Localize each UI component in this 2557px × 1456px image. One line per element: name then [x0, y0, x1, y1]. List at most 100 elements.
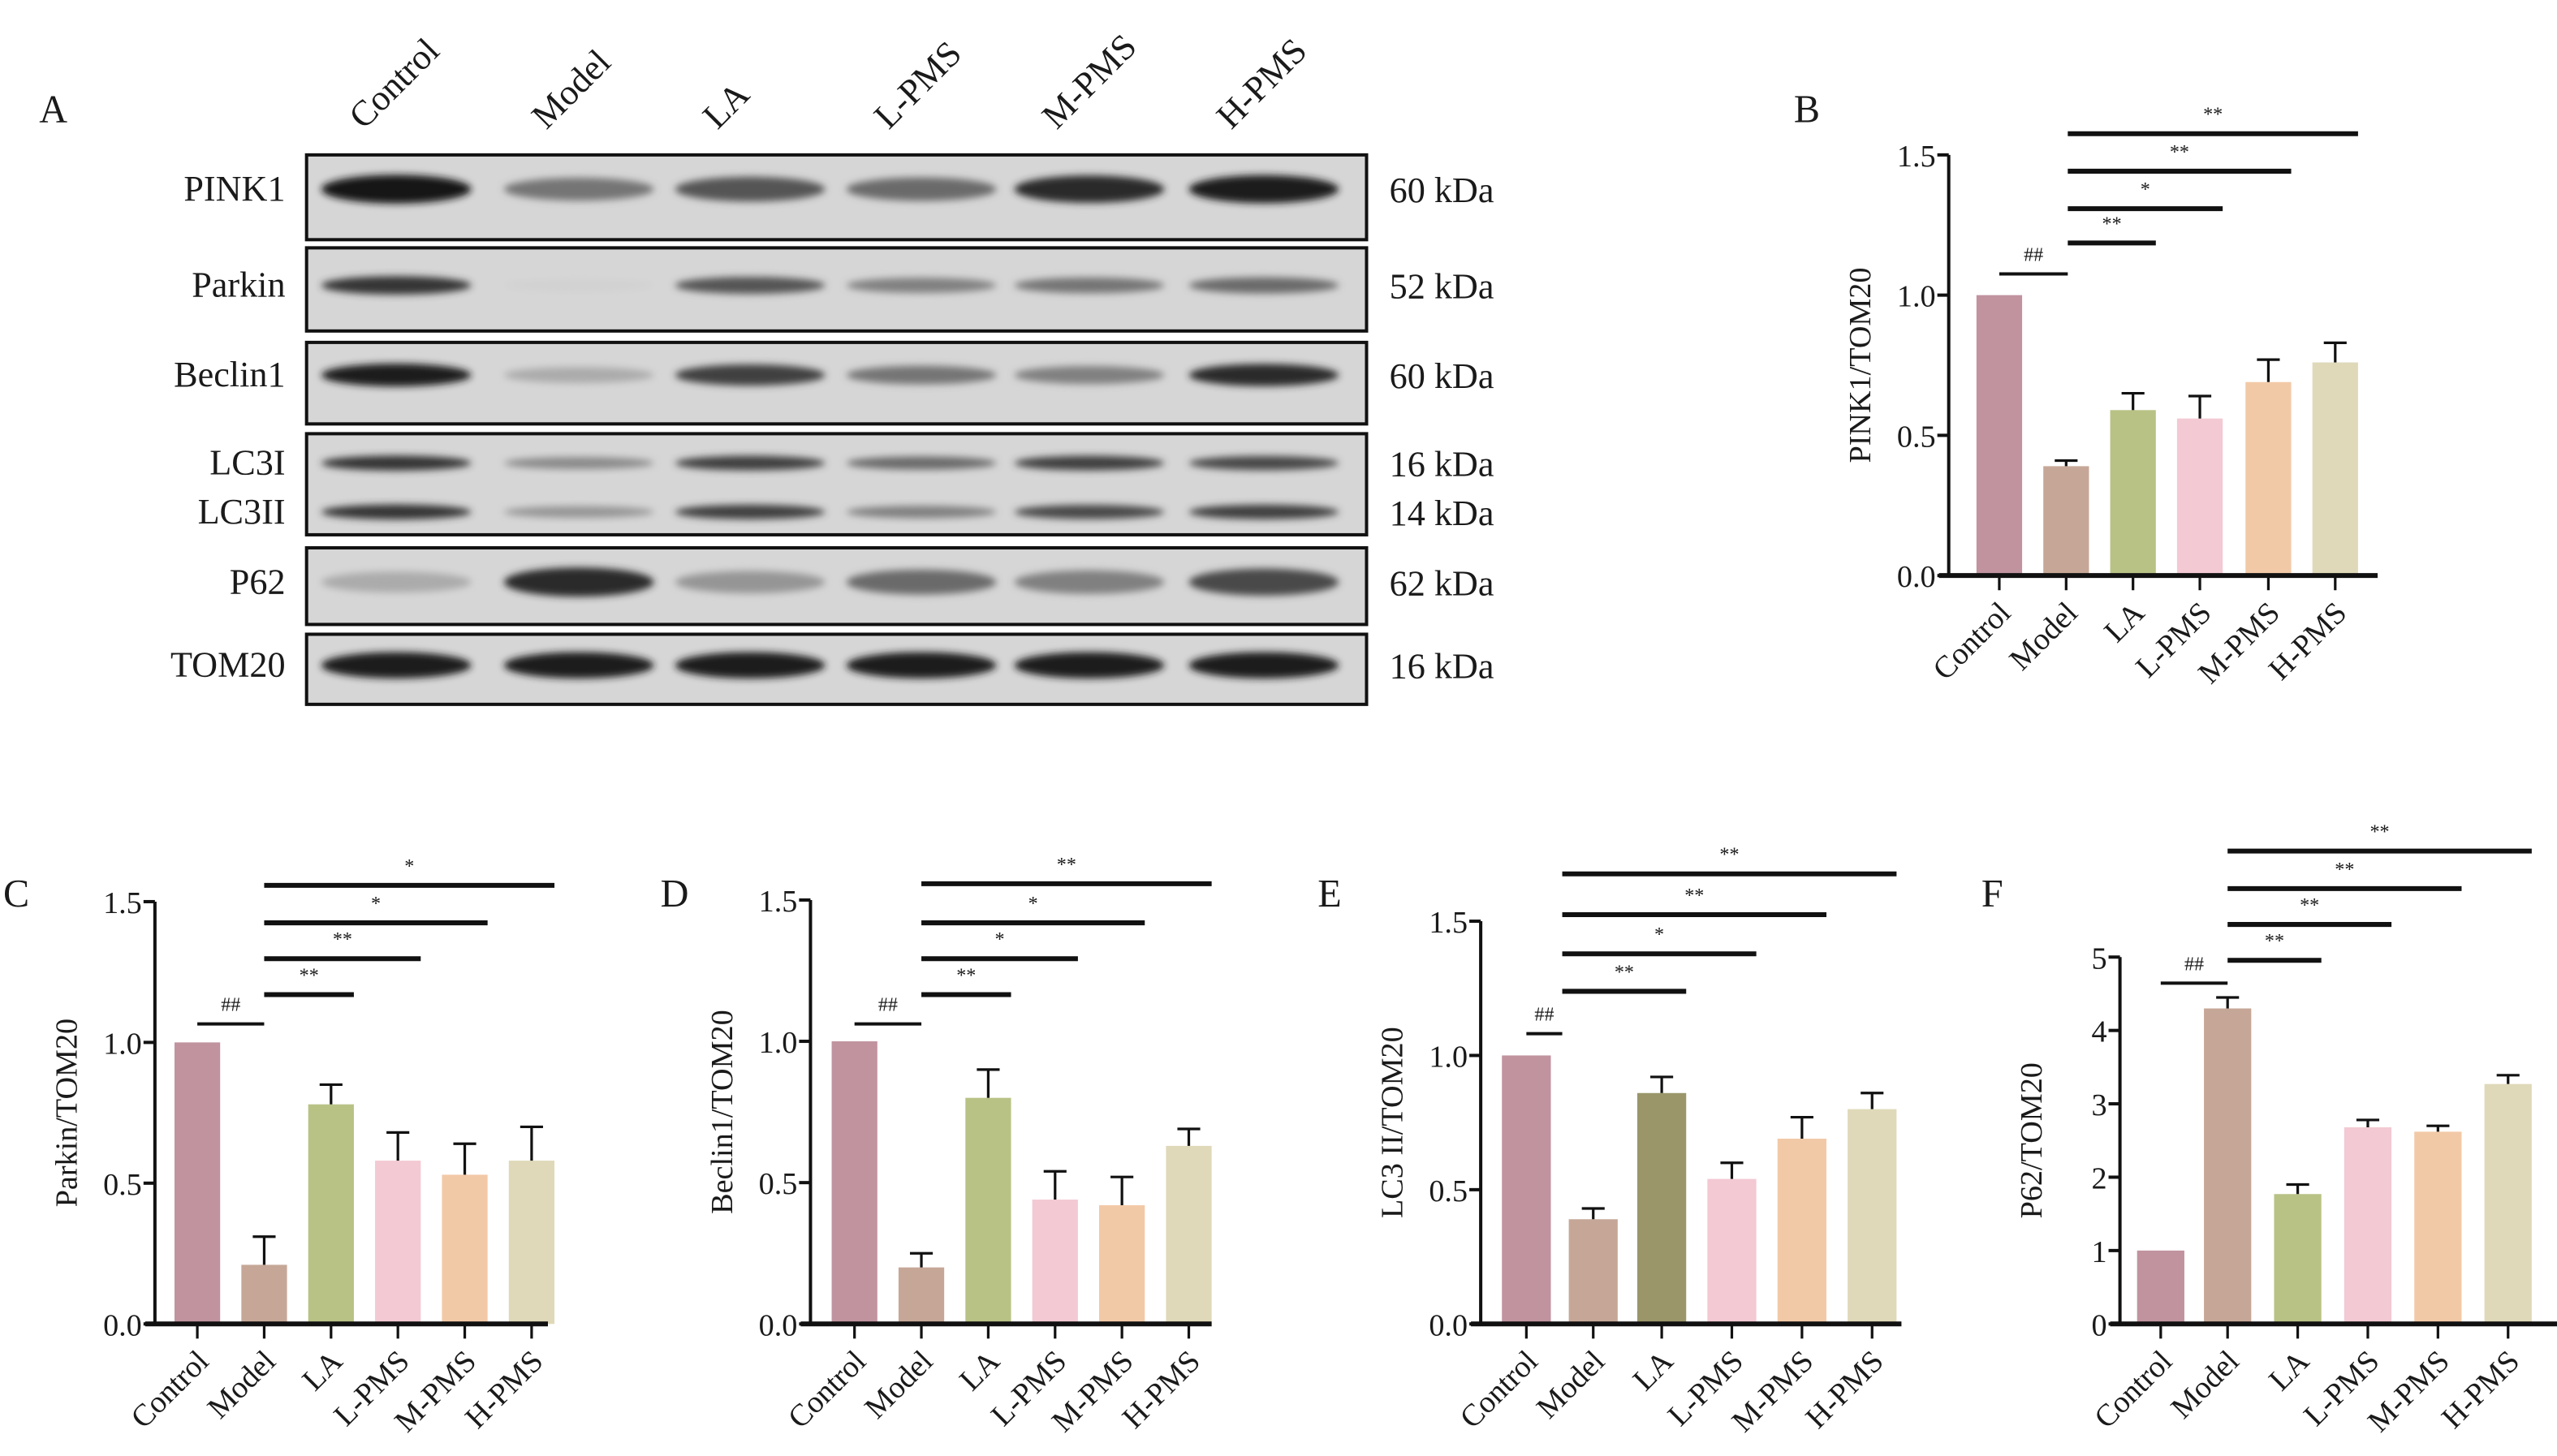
y-tick-label: 0.5 — [1429, 1174, 1468, 1208]
molecular-weight-label: 14 kDa — [1390, 493, 1494, 533]
protein-band — [846, 365, 997, 385]
protein-band — [503, 279, 654, 291]
lane-label: L-PMS — [866, 33, 969, 136]
bar-h-pms — [2484, 1083, 2532, 1325]
protein-band — [1014, 505, 1165, 519]
blot-strip: Parkin 52 kDa — [192, 246, 1494, 333]
x-tick-label: Control — [782, 1344, 873, 1435]
protein-band — [675, 571, 826, 593]
significance-label: ## — [2024, 244, 2043, 265]
bar-l-pms — [375, 1161, 421, 1325]
significance-label: ## — [1534, 1005, 1554, 1026]
y-tick-label: 0.0 — [103, 1308, 142, 1342]
significance-label: ** — [1684, 885, 1704, 907]
bar-m-pms — [2414, 1131, 2462, 1325]
protein-band — [321, 652, 472, 678]
bar-m-pms — [442, 1174, 488, 1325]
x-tick-label: H-PMS — [2435, 1344, 2526, 1435]
lane-label: LA — [695, 74, 757, 136]
molecular-weight-label: 60 kDa — [1390, 170, 1494, 210]
y-tick-label: 0.0 — [1897, 560, 1936, 594]
protein-label: P62 — [230, 562, 286, 601]
bar-la — [2110, 410, 2156, 576]
x-tick-label: H-PMS — [1800, 1344, 1891, 1435]
protein-band — [1188, 568, 1339, 596]
protein-band — [321, 364, 472, 387]
significance-label: ## — [221, 995, 240, 1016]
protein-band — [846, 278, 997, 293]
significance-label: * — [994, 929, 1004, 950]
protein-band — [321, 174, 472, 204]
lane-label: Model — [524, 42, 618, 136]
bar-model — [1568, 1219, 1618, 1325]
y-tick-label: 1 — [2091, 1235, 2106, 1269]
significance-label: ** — [2335, 859, 2354, 881]
y-axis-label: Parkin/TOM20 — [50, 1019, 84, 1207]
blot-strip: P62 62 kDa — [230, 546, 1494, 627]
protein-band — [503, 177, 654, 201]
bar-h-pms — [508, 1161, 555, 1325]
protein-band — [503, 567, 654, 597]
y-tick-label: 1.0 — [103, 1027, 142, 1061]
blot-background — [304, 632, 1369, 706]
lane-label: H-PMS — [1209, 31, 1314, 136]
y-axis-label: Beclin1/TOM20 — [705, 1010, 740, 1214]
blot-background — [304, 432, 1369, 536]
blot-strip: Beclin1 60 kDa — [174, 340, 1494, 426]
x-tick-label: Model — [2164, 1344, 2245, 1425]
protein-band — [846, 177, 997, 201]
y-tick-label: 0.0 — [1429, 1308, 1468, 1342]
protein-band — [1014, 652, 1165, 678]
y-tick-label: 0.5 — [1897, 420, 1936, 454]
x-tick-label: Model — [201, 1344, 282, 1425]
bar-la — [308, 1104, 354, 1325]
bar-l-pms — [2176, 418, 2223, 576]
significance-label: ** — [2102, 213, 2122, 235]
protein-band — [846, 506, 997, 519]
protein-label: TOM20 — [170, 645, 286, 685]
protein-band — [846, 456, 997, 470]
y-tick-label: 0.5 — [103, 1168, 142, 1202]
protein-band — [1014, 455, 1165, 471]
panel-label: B — [1794, 88, 1820, 131]
x-tick-label: LA — [2098, 596, 2151, 649]
molecular-weight-label: 62 kDa — [1390, 563, 1494, 603]
significance-label: ** — [2203, 105, 2223, 126]
bar-h-pms — [1848, 1109, 1897, 1325]
bar-control — [1502, 1055, 1551, 1325]
protein-band — [503, 652, 654, 678]
protein-band — [1188, 504, 1339, 519]
y-tick-label: 4 — [2091, 1015, 2106, 1049]
protein-band — [1014, 277, 1165, 294]
protein-band — [846, 569, 997, 595]
significance-label: ** — [333, 929, 352, 950]
protein-label: LC3I — [209, 443, 285, 483]
molecular-weight-label: 16 kDa — [1390, 647, 1494, 687]
bar-la — [1636, 1092, 1687, 1325]
panel-label-a: A — [39, 88, 67, 131]
significance-label: ** — [1719, 845, 1739, 866]
protein-band — [1014, 570, 1165, 594]
protein-band — [503, 457, 654, 470]
x-tick-label: Model — [1530, 1344, 1611, 1425]
protein-band — [1188, 455, 1339, 471]
y-tick-label: 1.0 — [1429, 1040, 1468, 1075]
protein-band — [846, 652, 997, 678]
protein-band — [503, 506, 654, 519]
y-tick-label: 1.0 — [759, 1026, 798, 1060]
protein-band — [321, 504, 472, 520]
protein-band — [1188, 652, 1339, 678]
bar-model — [2043, 466, 2089, 576]
bar-control — [174, 1042, 221, 1325]
y-tick-label: 1.5 — [1897, 140, 1936, 174]
bar-model — [2204, 1008, 2252, 1325]
y-tick-label: 1.5 — [103, 886, 142, 920]
protein-band — [321, 455, 472, 471]
protein-label: Beclin1 — [174, 355, 285, 394]
bar-control — [2137, 1250, 2184, 1325]
protein-band — [321, 571, 472, 593]
x-tick-label: Control — [124, 1344, 215, 1435]
bar-m-pms — [1777, 1139, 1826, 1325]
